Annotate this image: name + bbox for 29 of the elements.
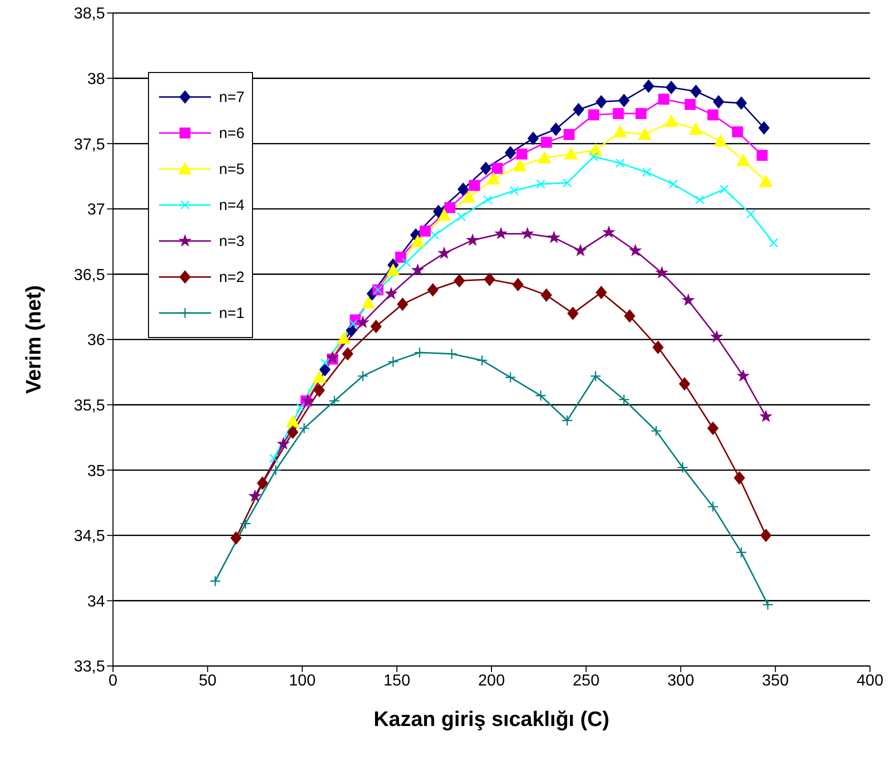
- x-tick-label: 250: [572, 672, 600, 690]
- legend-label: n=7: [219, 88, 244, 106]
- legend-label: n=1: [219, 304, 244, 322]
- y-tick-label: 37: [87, 202, 106, 219]
- x-tick-label: 350: [762, 672, 789, 690]
- legend-label: n=4: [219, 196, 244, 214]
- x-tick-label: 300: [667, 672, 694, 690]
- y-tick-label: 38: [87, 70, 106, 88]
- y-tick-label: 35: [87, 462, 106, 480]
- x-tick-label: 200: [478, 672, 505, 690]
- y-tick-label: 38,5: [74, 6, 106, 23]
- legend-label: n=2: [219, 268, 244, 286]
- x-tick-label: 400: [856, 672, 884, 690]
- x-axis-title: Kazan giriş sıcaklığı (C): [374, 708, 610, 731]
- x-tick-label: 50: [198, 672, 217, 690]
- y-tick-label: 37,5: [74, 136, 106, 154]
- y-tick-label: 34,5: [74, 528, 106, 546]
- y-axis-title: Verim (net): [22, 285, 46, 394]
- y-tick-label: 34: [87, 593, 106, 610]
- x-tick-label: 150: [384, 672, 410, 690]
- legend-label: n=6: [219, 124, 244, 142]
- y-tick-label: 36: [87, 332, 106, 350]
- legend-label: n=3: [219, 232, 244, 250]
- legend-label: n=5: [219, 160, 244, 178]
- x-tick-label: 0: [108, 672, 118, 690]
- y-tick-label: 36,5: [74, 266, 106, 284]
- x-tick-label: 100: [288, 672, 316, 690]
- y-tick-label: 35,5: [74, 397, 106, 414]
- y-tick-label: 33,5: [74, 658, 106, 676]
